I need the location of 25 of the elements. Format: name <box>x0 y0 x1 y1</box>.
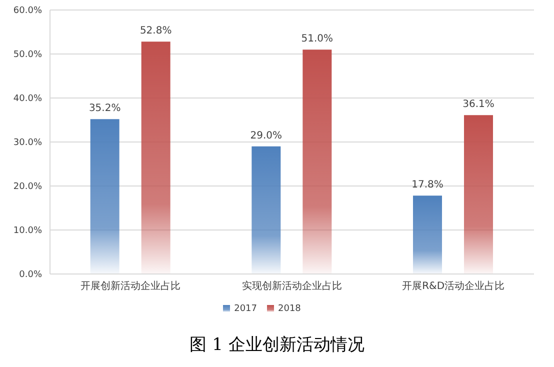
legend-label: 2017 <box>234 304 257 314</box>
legend-label: 2018 <box>278 304 301 314</box>
y-tick-label: 50.0% <box>13 50 42 60</box>
bar <box>413 196 442 274</box>
x-tick-label: 开展R&D活动企业占比 <box>402 280 505 292</box>
y-tick-label: 40.0% <box>13 94 42 104</box>
x-tick-label: 开展创新活动企业占比 <box>80 280 181 292</box>
y-tick-label: 0.0% <box>19 270 42 280</box>
x-tick-label: 实现创新活动企业占比 <box>242 280 342 292</box>
bar <box>302 50 332 274</box>
bar <box>252 146 281 274</box>
data-label: 52.8% <box>140 26 172 37</box>
data-label: 29.0% <box>250 130 282 142</box>
y-tick-label: 10.0% <box>13 226 42 236</box>
data-label: 17.8% <box>412 180 444 191</box>
bar <box>464 115 493 274</box>
data-label: 51.0% <box>301 34 334 45</box>
y-tick-label: 20.0% <box>13 182 42 192</box>
data-label: 36.1% <box>462 99 494 110</box>
text: 图 1 企业创新活动情况 <box>188 334 366 356</box>
bar <box>141 42 170 274</box>
y-tick-label: 60.0% <box>13 6 42 16</box>
bar <box>90 119 120 274</box>
data-label: 35.2% <box>88 103 121 114</box>
y-tick-label: 30.0% <box>13 138 42 148</box>
